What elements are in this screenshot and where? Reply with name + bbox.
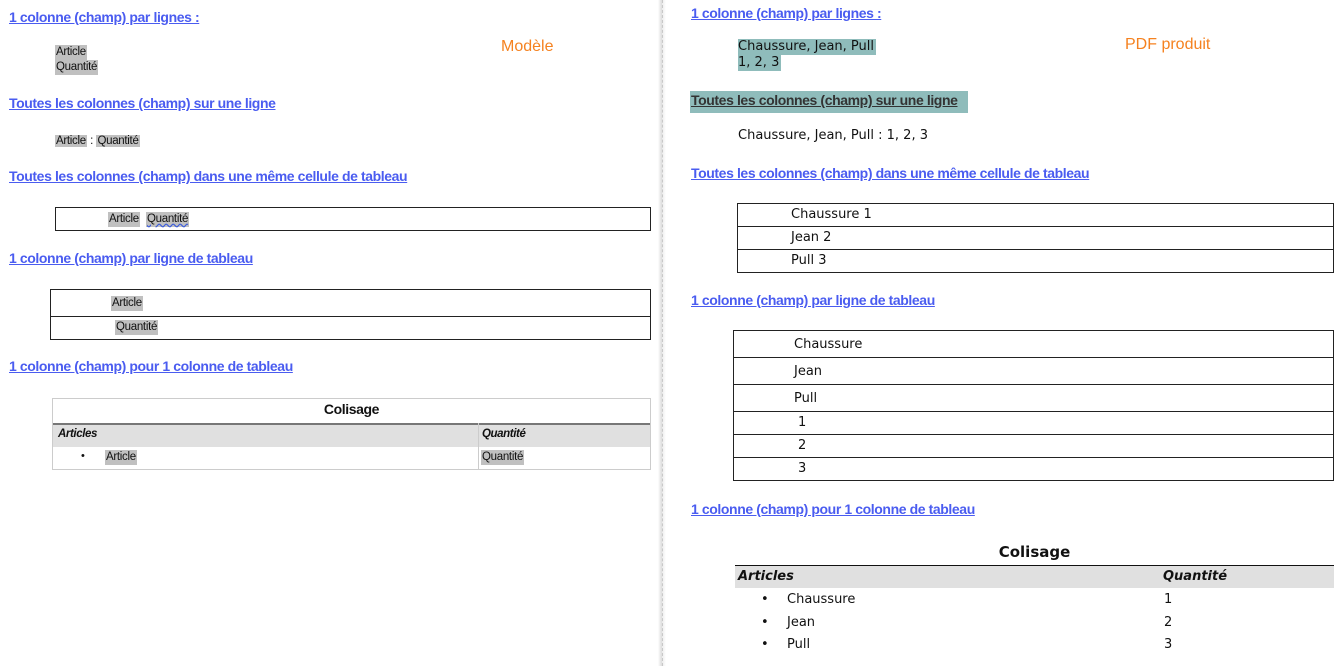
table-cell: Pull 3 bbox=[791, 253, 827, 268]
field-article[interactable]: Article bbox=[108, 212, 140, 227]
article-cell: Chaussure bbox=[787, 592, 856, 607]
output-heading-1[interactable]: 1 colonne (champ) par lignes : bbox=[691, 5, 882, 21]
output-table-same-cell: Chaussure 1 Jean 2 Pull 3 bbox=[737, 203, 1334, 273]
article-cell: Jean bbox=[787, 615, 816, 630]
table-cell: Jean 2 bbox=[791, 230, 832, 245]
template-label: Modèle bbox=[501, 38, 554, 55]
template-heading-5[interactable]: 1 colonne (champ) pour 1 colonne de tabl… bbox=[9, 358, 293, 374]
bullet: • bbox=[761, 592, 769, 607]
column-header-quantite: Quantité bbox=[1163, 569, 1228, 584]
field-quantite[interactable]: Quantité bbox=[55, 60, 99, 75]
heading-highlight bbox=[690, 91, 968, 113]
field-quantite[interactable]: Quantité bbox=[146, 212, 190, 227]
output-line-1: Chaussure, Jean, Pull bbox=[738, 39, 877, 55]
table-title: Colisage bbox=[323, 401, 380, 417]
output-line-2: 1, 2, 3 bbox=[738, 55, 782, 71]
table-cell: 2 bbox=[798, 438, 807, 453]
quantity-cell: 2 bbox=[1164, 615, 1173, 630]
table-cell: 3 bbox=[798, 461, 807, 476]
template-table-per-row: Article Quantité bbox=[50, 289, 651, 340]
field-quantite[interactable]: Quantité bbox=[115, 320, 159, 335]
table-title: Colisage bbox=[998, 543, 1071, 561]
page-boundary bbox=[662, 0, 663, 666]
table-cell: Pull bbox=[794, 391, 818, 406]
output-table-per-row: Chaussure Jean Pull 1 2 3 bbox=[733, 330, 1334, 481]
output-heading-4[interactable]: 1 colonne (champ) par ligne de tableau bbox=[691, 292, 935, 308]
output-colisage-table: Colisage Articles Quantité • Chaussure 1… bbox=[735, 541, 1334, 666]
quantity-cell: 1 bbox=[1164, 592, 1173, 607]
template-heading-1[interactable]: 1 colonne (champ) par lignes : bbox=[9, 9, 200, 25]
output-heading-2[interactable]: Toutes les colonnes (champ) sur une lign… bbox=[691, 92, 958, 108]
template-table-same-cell: Article Quantité bbox=[55, 207, 651, 231]
column-header-articles: Articles bbox=[58, 428, 97, 440]
output-heading-5[interactable]: 1 colonne (champ) pour 1 colonne de tabl… bbox=[691, 501, 975, 517]
separator: : bbox=[90, 135, 94, 147]
field-article[interactable]: Article bbox=[105, 450, 137, 465]
table-cell: 1 bbox=[798, 415, 807, 430]
field-quantite[interactable]: Quantité bbox=[96, 135, 140, 147]
column-header-quantite: Quantité bbox=[482, 428, 526, 440]
field-article[interactable]: Article bbox=[55, 45, 87, 60]
quantity-cell: 3 bbox=[1164, 637, 1173, 652]
template-heading-3[interactable]: Toutes les colonnes (champ) dans une mêm… bbox=[9, 168, 408, 184]
table-cell: Chaussure 1 bbox=[791, 207, 872, 222]
bullet: • bbox=[761, 615, 769, 630]
article-cell: Pull bbox=[787, 637, 811, 652]
output-heading-3[interactable]: Toutes les colonnes (champ) dans une mêm… bbox=[691, 165, 1090, 181]
output-one-line: Chaussure, Jean, Pull : 1, 2, 3 bbox=[738, 128, 928, 143]
bullet: • bbox=[81, 450, 85, 462]
output-label: PDF produit bbox=[1125, 36, 1211, 53]
column-header-articles: Articles bbox=[738, 569, 794, 584]
template-heading-4[interactable]: 1 colonne (champ) par ligne de tableau bbox=[9, 250, 253, 266]
field-quantite[interactable]: Quantité bbox=[481, 450, 525, 465]
template-colisage-table: Colisage Articles Quantité • Article Qua… bbox=[52, 398, 651, 470]
table-cell: Chaussure bbox=[794, 337, 863, 352]
field-article[interactable]: Article bbox=[55, 135, 87, 147]
bullet: • bbox=[761, 637, 769, 652]
table-cell: Jean bbox=[794, 364, 823, 379]
field-article[interactable]: Article bbox=[111, 296, 143, 311]
template-heading-2[interactable]: Toutes les colonnes (champ) sur une lign… bbox=[9, 95, 276, 111]
